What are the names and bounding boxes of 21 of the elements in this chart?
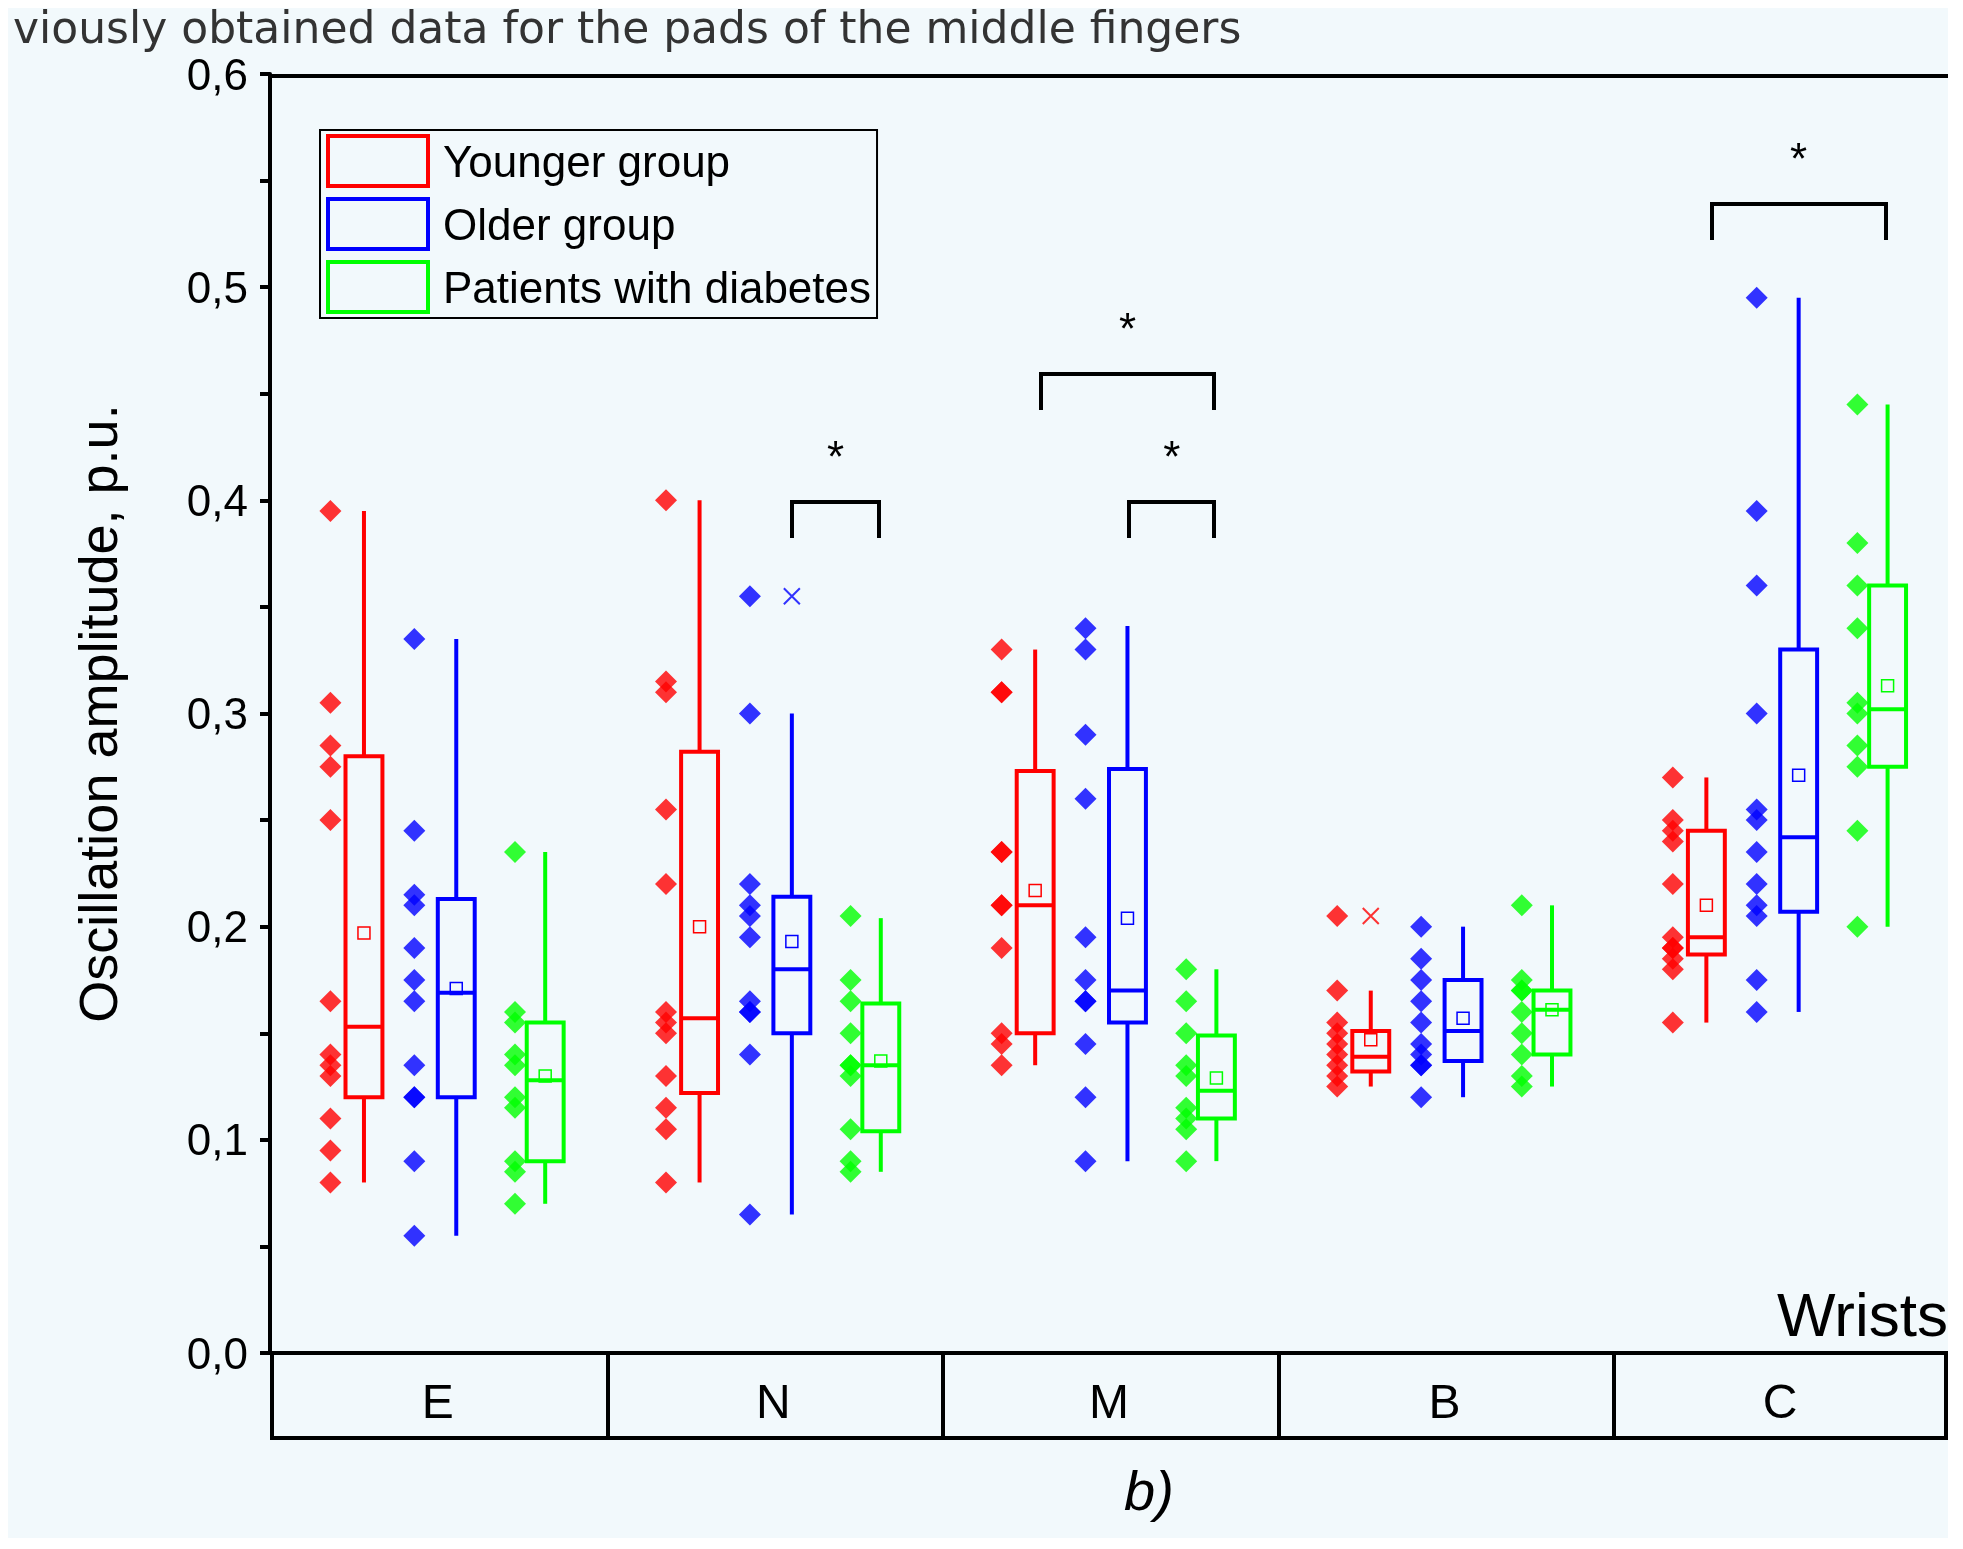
legend-label: Older group [443, 199, 676, 249]
annotation: * [1789, 133, 1809, 184]
y-tick-label: 0,2 [186, 902, 248, 952]
x-tick-label: N [756, 1374, 791, 1428]
y-axis-title: Oscillation amplitude, p.u. [68, 404, 128, 1023]
y-tick-label: 0,5 [186, 262, 248, 312]
x-tick-label: B [1428, 1374, 1461, 1428]
y-tick-label: 0,4 [186, 475, 248, 525]
text: b) [1123, 1458, 1175, 1523]
annotation: Wrists [1776, 1279, 1948, 1349]
y-tick-label: 0,1 [186, 1115, 248, 1165]
y-tick-label: 0,0 [186, 1328, 248, 1378]
annotation: * [1117, 304, 1137, 355]
x-tick-label: C [1762, 1374, 1798, 1428]
legend-label: Patients with diabetes [443, 262, 872, 312]
legend-label: Younger group [443, 136, 731, 186]
x-tick-label: M [1089, 1374, 1129, 1428]
y-tick-label: 0,3 [186, 689, 248, 738]
annotation: * [1162, 432, 1182, 483]
annotation: * [825, 432, 846, 483]
x-tick-label: E [421, 1374, 454, 1428]
